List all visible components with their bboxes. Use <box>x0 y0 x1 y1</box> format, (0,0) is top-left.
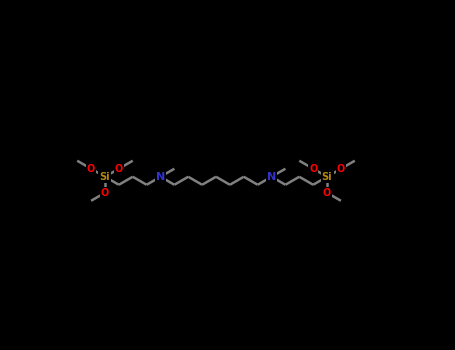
Text: O: O <box>115 164 123 174</box>
Text: O: O <box>337 164 345 174</box>
Text: O: O <box>323 188 331 198</box>
Text: O: O <box>101 188 109 198</box>
Text: N: N <box>267 172 276 182</box>
Text: N: N <box>156 172 165 182</box>
Text: Si: Si <box>322 172 332 182</box>
Text: O: O <box>87 164 95 174</box>
Text: Si: Si <box>100 172 110 182</box>
Text: O: O <box>309 164 317 174</box>
